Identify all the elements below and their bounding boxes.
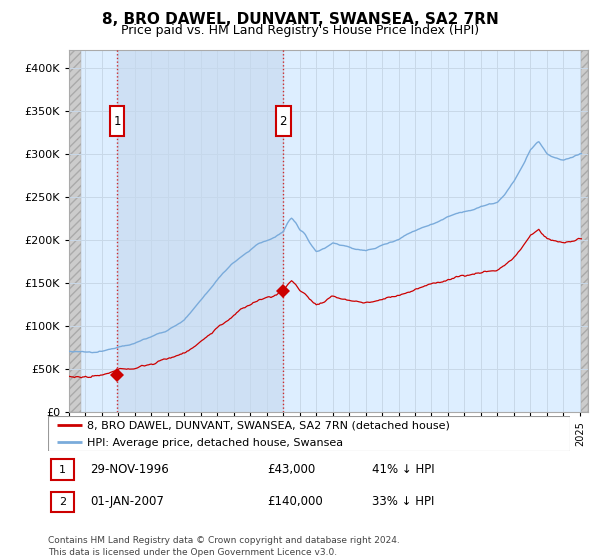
Text: 01-JAN-2007: 01-JAN-2007 [90, 496, 164, 508]
Text: Price paid vs. HM Land Registry's House Price Index (HPI): Price paid vs. HM Land Registry's House … [121, 24, 479, 36]
Text: 41% ↓ HPI: 41% ↓ HPI [371, 463, 434, 476]
Text: HPI: Average price, detached house, Swansea: HPI: Average price, detached house, Swan… [87, 438, 343, 448]
Text: £140,000: £140,000 [267, 496, 323, 508]
Text: 1: 1 [59, 465, 66, 475]
Text: 1: 1 [113, 115, 121, 128]
Text: Contains HM Land Registry data © Crown copyright and database right 2024.
This d: Contains HM Land Registry data © Crown c… [48, 536, 400, 557]
Polygon shape [69, 50, 82, 412]
FancyBboxPatch shape [50, 459, 74, 480]
Polygon shape [117, 50, 283, 412]
Text: 2: 2 [59, 497, 66, 507]
Text: 33% ↓ HPI: 33% ↓ HPI [371, 496, 434, 508]
Polygon shape [581, 50, 588, 412]
FancyBboxPatch shape [50, 492, 74, 512]
FancyBboxPatch shape [276, 106, 290, 137]
Text: £43,000: £43,000 [267, 463, 316, 476]
FancyBboxPatch shape [48, 416, 570, 451]
FancyBboxPatch shape [110, 106, 124, 137]
Text: 8, BRO DAWEL, DUNVANT, SWANSEA, SA2 7RN: 8, BRO DAWEL, DUNVANT, SWANSEA, SA2 7RN [101, 12, 499, 27]
Text: 8, BRO DAWEL, DUNVANT, SWANSEA, SA2 7RN (detached house): 8, BRO DAWEL, DUNVANT, SWANSEA, SA2 7RN … [87, 421, 450, 431]
Text: 29-NOV-1996: 29-NOV-1996 [90, 463, 169, 476]
Text: 2: 2 [280, 115, 287, 128]
